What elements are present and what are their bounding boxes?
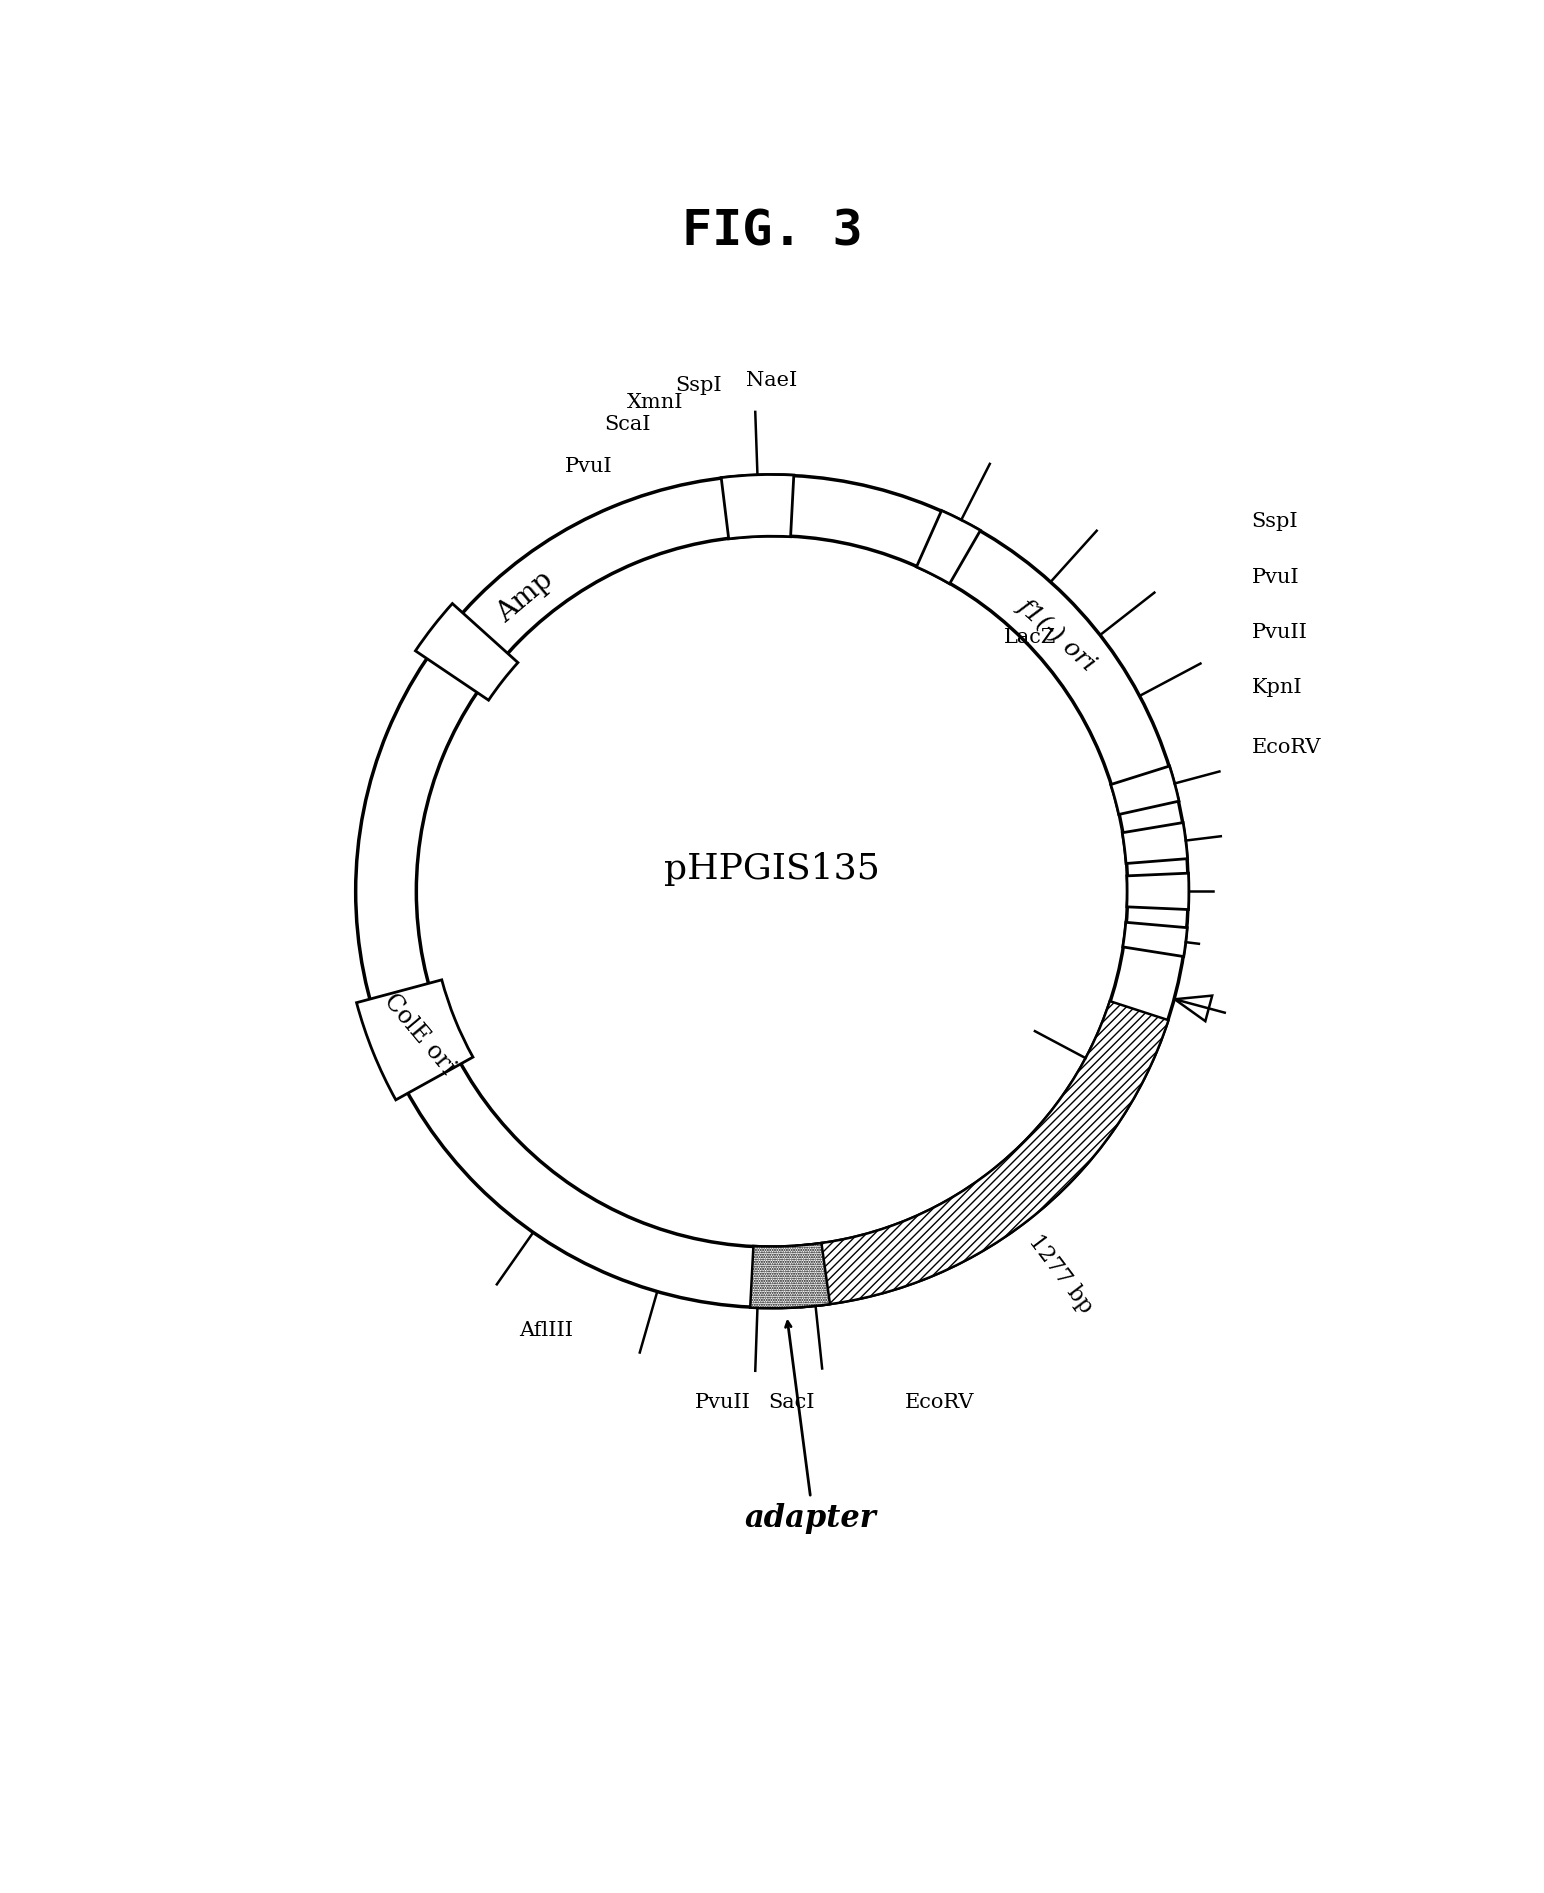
Text: PvuI: PvuI: [565, 458, 611, 477]
Wedge shape: [1122, 823, 1187, 863]
Text: Amp: Amp: [493, 566, 559, 628]
Text: KpnI: KpnI: [1252, 678, 1303, 697]
Wedge shape: [1110, 767, 1180, 814]
Text: 1277 bp: 1277 bp: [1024, 1230, 1098, 1318]
Wedge shape: [415, 604, 517, 700]
Wedge shape: [357, 981, 472, 1100]
Text: EcoRV: EcoRV: [905, 1393, 974, 1412]
Text: SspI: SspI: [676, 377, 723, 396]
Text: ColE ori: ColE ori: [380, 990, 460, 1079]
Text: f1(-) ori: f1(-) ori: [1013, 594, 1101, 676]
Text: pHPGIS135: pHPGIS135: [664, 852, 880, 886]
Text: AflIII: AflIII: [519, 1321, 573, 1340]
Text: PvuII: PvuII: [695, 1393, 750, 1412]
Text: PvuI: PvuI: [1252, 568, 1300, 587]
Text: ScaI: ScaI: [604, 415, 650, 433]
Wedge shape: [1122, 922, 1187, 956]
Wedge shape: [1127, 873, 1189, 909]
Text: XmnI: XmnI: [627, 392, 684, 411]
Wedge shape: [750, 1244, 831, 1308]
Text: EcoRV: EcoRV: [1252, 738, 1322, 757]
Text: FIG. 3: FIG. 3: [681, 208, 863, 256]
Text: SacI: SacI: [769, 1393, 815, 1412]
Wedge shape: [721, 475, 794, 540]
Wedge shape: [355, 475, 1189, 1308]
Wedge shape: [917, 511, 980, 583]
Text: SspI: SspI: [1252, 513, 1299, 532]
Wedge shape: [797, 1001, 1169, 1308]
Text: PvuII: PvuII: [1252, 623, 1308, 642]
Polygon shape: [1175, 996, 1212, 1020]
Text: LacZ: LacZ: [1004, 628, 1056, 647]
Text: NaeI: NaeI: [746, 371, 798, 390]
Text: adapter: adapter: [744, 1503, 877, 1535]
